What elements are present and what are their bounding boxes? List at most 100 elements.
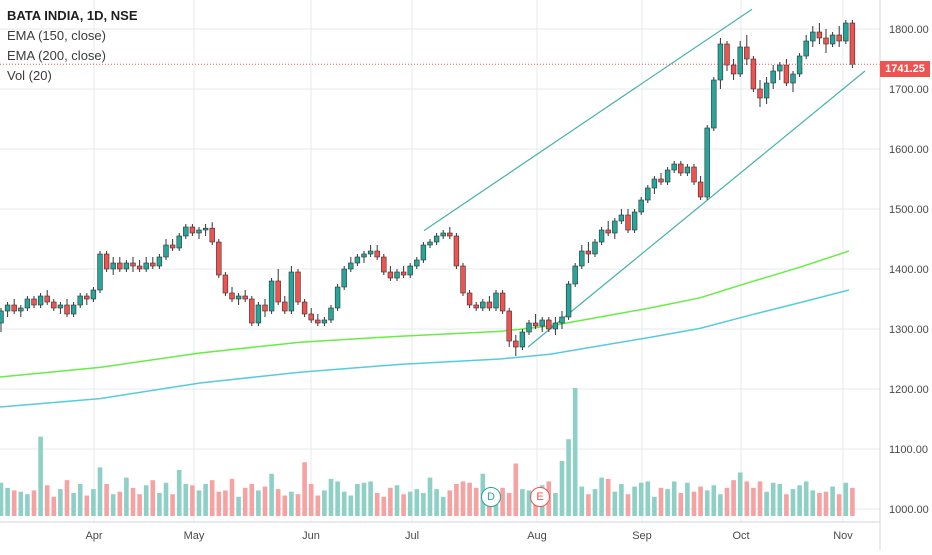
volume-bar	[348, 495, 354, 516]
x-tick-label: May	[184, 530, 205, 542]
volume-bar	[843, 482, 849, 516]
volume-bar	[223, 490, 228, 516]
last-price-label: 1741.25	[880, 61, 930, 77]
candle-body	[790, 73, 796, 84]
candle-body	[598, 229, 605, 243]
candle-body	[829, 34, 836, 45]
candle-body	[506, 310, 512, 342]
candle-body	[282, 301, 288, 312]
dividend-event-marker[interactable]: D	[481, 487, 501, 507]
volume-bar	[328, 478, 334, 516]
volume-bar	[823, 491, 829, 516]
volume-bar	[790, 489, 796, 516]
volume-bar	[803, 481, 809, 516]
candle-body	[348, 262, 354, 270]
candle-body	[11, 304, 17, 312]
candle-body	[183, 226, 189, 237]
volume-bar	[58, 489, 63, 516]
candle-body	[486, 301, 493, 309]
candle-body	[367, 250, 374, 255]
candle-body	[552, 322, 559, 330]
volume-bar	[599, 477, 604, 516]
volume-bar	[427, 477, 433, 516]
candle-body	[783, 64, 790, 84]
candle-body	[612, 220, 618, 234]
volume-bar	[770, 482, 776, 516]
volume-bar	[97, 467, 103, 516]
volume-bar	[671, 481, 677, 516]
volume-bar	[810, 490, 816, 516]
candle-body	[572, 265, 578, 285]
volume-bar	[559, 460, 565, 516]
candle-body	[301, 301, 308, 315]
candle-body	[222, 274, 229, 294]
volume-bar	[460, 481, 466, 516]
candle-body	[645, 187, 651, 201]
candle-body	[176, 235, 182, 249]
candle-body	[493, 292, 499, 309]
volume-bar	[407, 491, 413, 516]
volume-bar	[605, 478, 611, 516]
volume-bar	[157, 492, 162, 516]
candle-body	[638, 199, 644, 213]
volume-bar	[143, 485, 149, 516]
candle-body	[704, 127, 710, 198]
legend-ema150: EMA (150, close)	[7, 28, 106, 43]
candle-body	[354, 256, 361, 264]
candle-body	[308, 313, 314, 321]
volume-bar	[124, 477, 129, 516]
volume-bar	[850, 487, 855, 516]
volume-bar	[553, 492, 558, 516]
volume-bar	[520, 489, 525, 516]
candle-body	[57, 304, 64, 309]
volume-bar	[388, 487, 393, 516]
volume-bar	[454, 484, 459, 516]
candle-body	[744, 46, 750, 60]
volume-bar	[308, 484, 314, 516]
volume-bar	[513, 463, 519, 516]
volume-bar	[355, 484, 360, 516]
volume-bar	[242, 487, 248, 516]
volume-bar	[170, 494, 175, 516]
candle-body	[651, 178, 658, 189]
candle-body	[631, 211, 638, 231]
candle-body	[103, 253, 110, 270]
y-tick-label: 1700.00	[889, 84, 929, 96]
volume-bar	[249, 484, 255, 516]
candle-body	[585, 250, 592, 255]
candle-body	[407, 265, 413, 276]
volume-bar	[31, 490, 37, 516]
candle-body	[156, 256, 163, 267]
volume-bar	[526, 490, 532, 516]
candle-body	[70, 304, 77, 315]
earnings-event-marker[interactable]: E	[530, 487, 550, 507]
volume-bar	[797, 485, 802, 516]
volume-bar	[645, 481, 651, 516]
candle-body	[724, 43, 730, 66]
candle-body	[737, 46, 743, 75]
volume-bar	[117, 491, 123, 516]
volume-bar	[209, 480, 215, 516]
volume-bar	[731, 480, 736, 516]
candle-body	[315, 319, 321, 324]
volume-bar	[685, 482, 690, 516]
y-tick-label: 1100.00	[889, 444, 928, 456]
volume-bar	[25, 494, 30, 516]
volume-bar	[361, 482, 367, 516]
volume-bar	[572, 388, 578, 516]
candle-body	[110, 262, 116, 270]
volume-bar	[163, 482, 169, 516]
volume-bar	[77, 484, 83, 516]
y-tick-label: 1200.00	[889, 384, 929, 396]
candle-body	[275, 280, 281, 303]
candle-body	[625, 214, 631, 231]
candle-body	[453, 235, 460, 267]
candle-body	[387, 271, 394, 279]
candle-body	[414, 259, 420, 267]
candle-body	[539, 319, 545, 327]
candle-body	[249, 298, 255, 324]
candle-body	[440, 232, 446, 237]
